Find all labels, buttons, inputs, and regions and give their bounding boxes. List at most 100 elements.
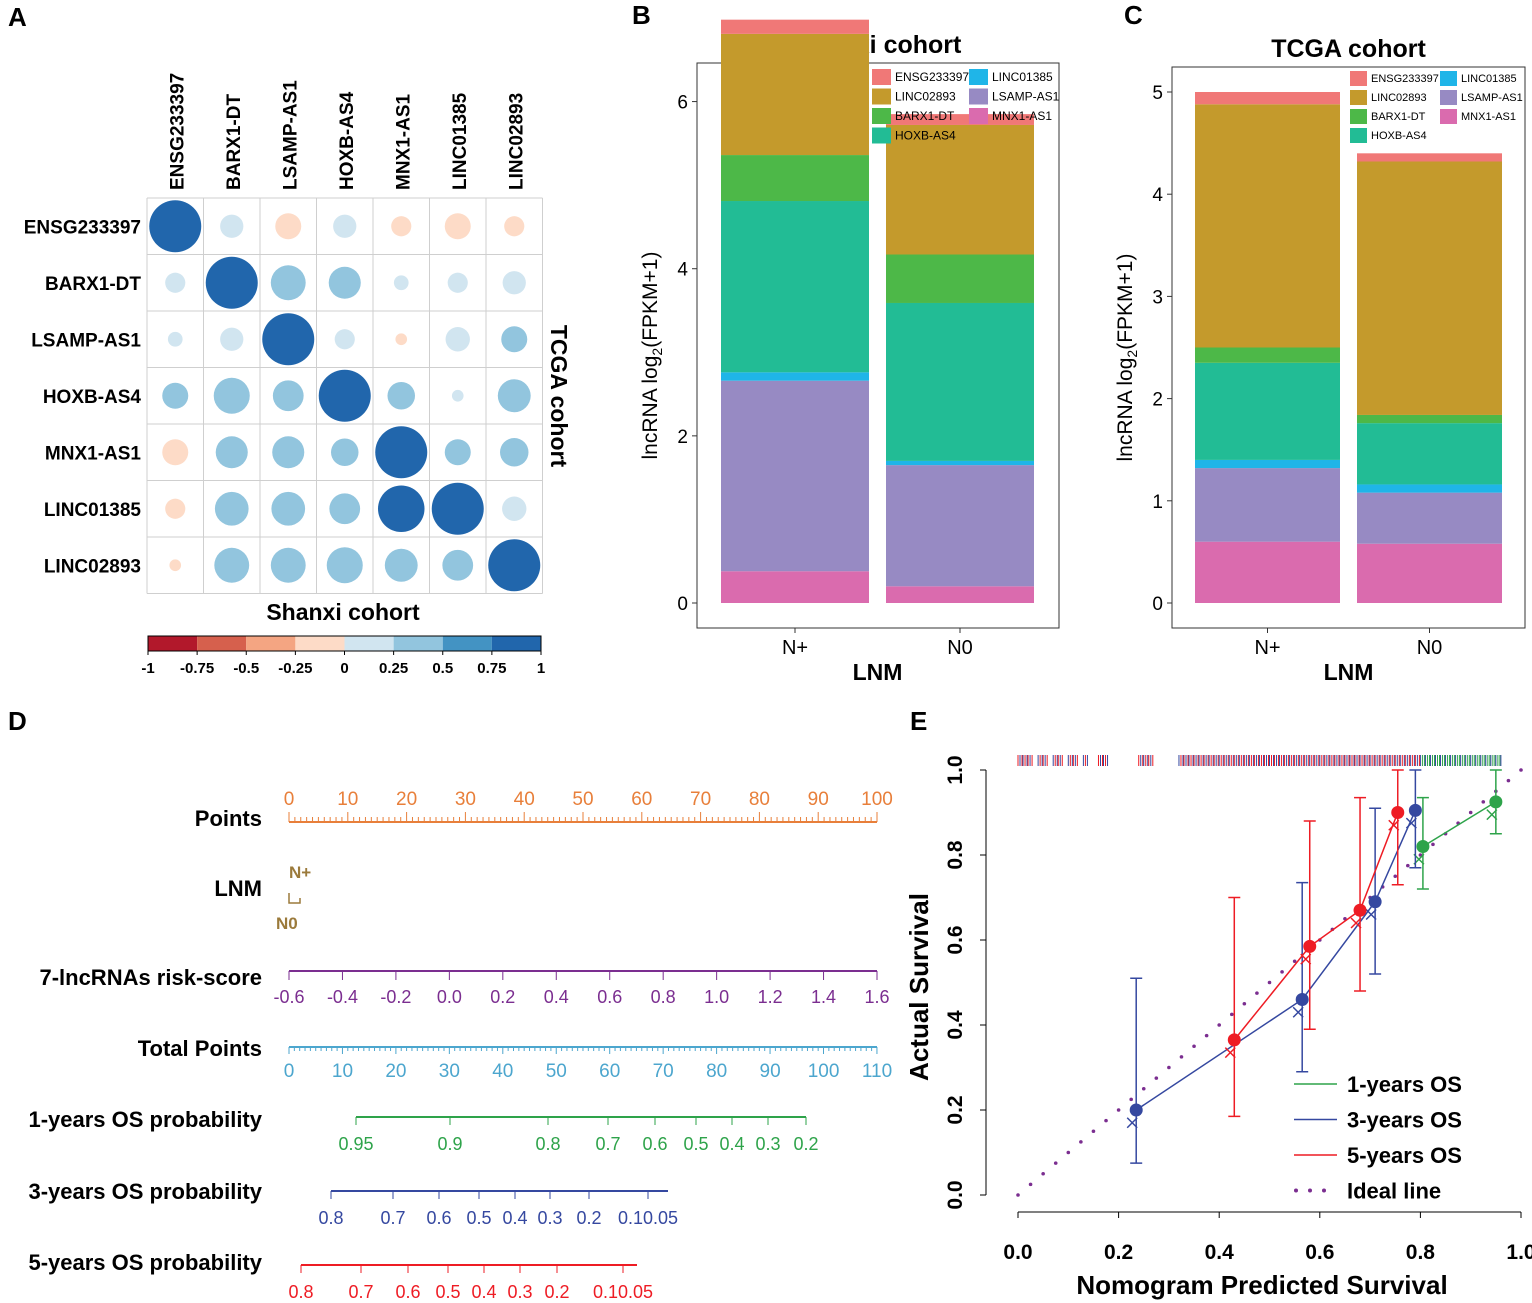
points-tick-label: 70 <box>690 789 711 810</box>
os1-tick-label: 0.7 <box>595 1134 620 1154</box>
heatmap-cell-circle <box>329 493 361 525</box>
heatmap-cell-circle <box>214 547 250 583</box>
points-tick-label: 0 <box>284 789 295 810</box>
heatmap-cell-circle <box>326 547 363 584</box>
colorbar-segment <box>491 636 541 651</box>
calibration-point <box>1295 993 1309 1006</box>
calibration-line <box>1422 801 1497 848</box>
heatmap-cell-circle <box>162 382 189 409</box>
legend-ideal-dot <box>1322 1188 1326 1193</box>
heatmap-row-label: LINC01385 <box>44 500 142 521</box>
bar-segment <box>721 155 869 202</box>
legend-label: LINC01385 <box>1461 73 1517 85</box>
heatmap-cell-circle <box>262 313 315 366</box>
ideal-line-dot <box>1242 1001 1247 1006</box>
ideal-line-dot <box>1255 991 1259 995</box>
ideal-line-dot <box>1481 800 1486 804</box>
bar-segment <box>1195 459 1340 469</box>
y-tick-label: 2 <box>677 427 688 448</box>
bar-segment <box>1357 161 1502 415</box>
calibration-point <box>1489 795 1503 809</box>
risk-score-tick-label: 0.2 <box>490 987 515 1007</box>
legend-label: ENSG233397 <box>1371 73 1439 85</box>
colorbar-tick-label: 0.5 <box>432 660 453 677</box>
heatmap-x-label: Shanxi cohort <box>266 599 420 625</box>
bar-segment <box>886 302 1034 461</box>
heatmap-column-label: LINC02893 <box>506 93 527 190</box>
colorbar-segment <box>344 636 394 651</box>
colorbar-segment <box>442 636 492 651</box>
legend-swatch <box>1350 90 1367 105</box>
bias-corrected-mark <box>1388 819 1400 831</box>
heatmap-cell-circle <box>395 333 408 346</box>
x-tick-label: 1.0 <box>1506 1241 1532 1264</box>
nomogram-row-label: 7-lncRNAs risk-score <box>39 965 262 990</box>
colorbar-segment <box>393 636 443 651</box>
os1-tick-label: 0.2 <box>793 1134 818 1154</box>
panel-letter-a: A <box>8 2 27 32</box>
heatmap-cell-circle <box>271 491 306 526</box>
ideal-line-dot <box>1519 768 1523 772</box>
x-tick-label: N0 <box>1417 637 1443 659</box>
legend-swatch <box>1440 71 1457 86</box>
points-tick-label: 20 <box>396 789 417 810</box>
colorbar-tick-label: -0.5 <box>233 660 259 677</box>
os3-tick-label: 0.2 <box>576 1208 601 1228</box>
ideal-line-dot <box>1406 863 1410 868</box>
ideal-line-dot <box>1292 959 1297 964</box>
os1-tick-label: 0.8 <box>535 1134 560 1154</box>
legend-swatch <box>1440 90 1457 105</box>
bar-segment <box>721 571 869 603</box>
risk-score-tick-label: 0.6 <box>597 987 622 1007</box>
colorbar-segment <box>197 636 247 651</box>
y-axis-label-end: (FPKM+1) <box>639 252 662 348</box>
heatmap-cell-circle <box>215 436 248 469</box>
risk-score-tick-label: 1.6 <box>864 987 889 1007</box>
points-tick-label: 30 <box>455 789 476 810</box>
bias-corrected-mark <box>1126 1117 1138 1129</box>
bar-segment <box>1357 423 1502 485</box>
heatmap-row-label: BARX1-DT <box>45 274 141 295</box>
legend-swatch <box>969 69 988 85</box>
legend-label: LSAMP-AS1 <box>1461 92 1523 104</box>
os5-tick-label: 0.6 <box>395 1282 420 1302</box>
colorbar-tick-label: -0.75 <box>180 660 214 677</box>
legend-swatch <box>872 108 891 124</box>
heatmap-cell-circle <box>220 327 244 351</box>
colorbar-segment <box>246 636 296 651</box>
bar-segment <box>886 465 1034 587</box>
ideal-line-dot <box>1053 1161 1058 1165</box>
os3-tick-label: 0.8 <box>318 1208 343 1228</box>
y-tick-label: 4 <box>1152 185 1163 206</box>
legend-label: 5-years OS <box>1347 1143 1462 1168</box>
risk-score-tick-label: 1.0 <box>704 987 729 1007</box>
heatmap-cell-circle <box>205 256 258 309</box>
y-tick-label: 1 <box>1152 492 1163 513</box>
risk-score-tick-label: 1.4 <box>811 987 836 1007</box>
colorbar-tick-label: 0 <box>340 660 348 677</box>
y-axis-label: lncRNA log2(FPKM+1) <box>639 252 665 460</box>
os5-tick-label: 0.7 <box>348 1282 373 1302</box>
nomogram-row-label: 1-years OS probability <box>28 1107 262 1132</box>
bar-segment <box>1195 104 1340 348</box>
legend-label: 3-years OS <box>1347 1108 1462 1133</box>
legend-label: HOXB-AS4 <box>1371 130 1427 142</box>
heatmap-cell-circle <box>214 491 249 526</box>
bar-segment <box>886 114 1034 125</box>
points-tick-label: 50 <box>572 789 593 810</box>
heatmap-cell-circle <box>165 272 186 293</box>
ideal-line-dot <box>1167 1065 1171 1070</box>
calibration-line <box>1135 810 1417 1111</box>
legend-label: LINC02893 <box>1371 92 1427 104</box>
y-tick-label: 0.0 <box>944 1180 967 1209</box>
bar-segment <box>1357 543 1502 603</box>
total-points-tick-label: 60 <box>599 1061 620 1082</box>
bar-segment <box>886 460 1034 466</box>
os1-tick-label: 0.3 <box>755 1134 780 1154</box>
y-tick-label: 0 <box>677 594 688 615</box>
heatmap-row-label: LINC02893 <box>44 556 141 577</box>
risk-score-tick-label: -0.6 <box>273 987 304 1007</box>
heatmap-cell-circle <box>502 271 526 295</box>
ideal-line-dot <box>1431 842 1435 847</box>
heatmap-cell-circle <box>502 496 527 521</box>
